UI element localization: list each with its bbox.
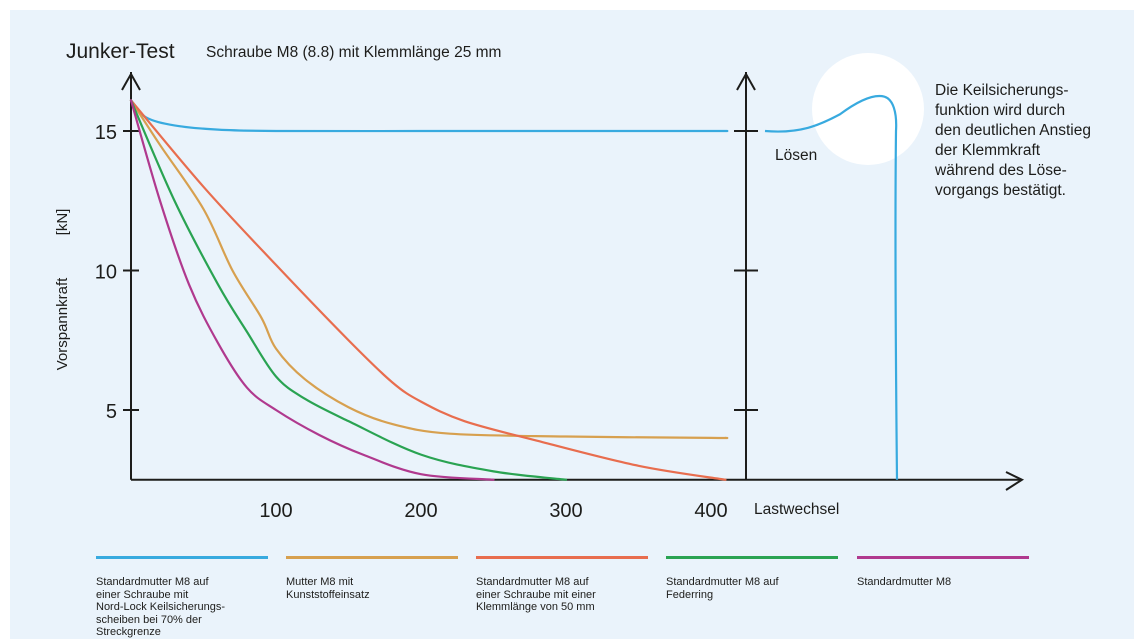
series-kunststoff-line [129, 99, 729, 440]
annotation-note-line: der Klemmkraft [935, 142, 1041, 159]
legend-label-line: einer Schraube mit [96, 588, 189, 601]
y-axis-arrow [121, 71, 141, 91]
y-axis-label-unit: [kN] [54, 209, 71, 236]
series-standard-line [129, 99, 495, 481]
chart-panel: 5 10 15 100 200 300 400 Junker-Test Schraube M… [10, 10, 1134, 639]
y-tick-label: 10 [95, 262, 117, 284]
legend-swatch [666, 556, 838, 559]
x-tick-label: 200 [404, 500, 437, 522]
annotation-note-line: vorgangs bestätigt. [935, 182, 1066, 199]
legend-label-line: Standardmutter M8 auf [96, 576, 209, 588]
legend-item-kunststoff: Mutter M8 mit Kunststoffeinsatz [286, 556, 458, 601]
series-federring-line [129, 99, 568, 481]
series-lines [129, 99, 729, 481]
chart-text: Junker-Test Schraube M8 (8.8) mit Klemml… [54, 40, 839, 518]
loosen-label: Lösen [775, 147, 817, 164]
legend-label-line: Standardmutter M8 auf [666, 576, 779, 588]
legend-label: Standardmutter M8 auf Federring [666, 576, 838, 601]
legend-swatch [96, 556, 268, 559]
legend-swatch [476, 556, 648, 559]
loosening-detail [764, 53, 924, 480]
legend-label-line: Nord-Lock Keilsicherungs- [96, 601, 225, 613]
legend-label-line: Standardmutter M8 auf [476, 576, 589, 588]
annotation-note-line: während des Löse- [935, 162, 1067, 179]
legend-swatch [286, 556, 458, 559]
legend-item-klemmlaenge-50: Standardmutter M8 auf einer Schraube mit… [476, 556, 648, 614]
legend-item-standard: Standardmutter M8 [857, 556, 1029, 589]
secondary-axis-arrow [736, 71, 756, 91]
chart-subtitle: Schraube M8 (8.8) mit Klemmlänge 25 mm [206, 44, 501, 61]
annotation-note-line: den deutlichen Anstieg [935, 122, 1091, 139]
legend-label: Standardmutter M8 [857, 576, 1029, 589]
annotation-note-line: Die Keilsicherungs- [935, 82, 1069, 99]
legend-item-nord-lock: Standardmutter M8 auf einer Schraube mit… [96, 556, 268, 639]
legend-swatch [857, 556, 1029, 559]
x-tick-label: 300 [549, 500, 582, 522]
axes [121, 71, 1025, 491]
junker-test-chart: 5 10 15 100 200 300 400 Junker-Test Schraube M… [54, 40, 1025, 522]
legend-label-line: scheiben bei 70% der [96, 613, 202, 626]
legend-item-federring: Standardmutter M8 auf Federring [666, 556, 838, 601]
legend-label: Standardmutter M8 auf einer Schraube mit… [96, 576, 268, 639]
ticks: 5 10 15 100 200 300 400 [95, 122, 758, 522]
x-tick-label: 100 [259, 500, 292, 522]
y-tick-label: 5 [106, 401, 117, 423]
legend-label: Standardmutter M8 auf einer Schraube mit… [476, 576, 648, 614]
series-nord-lock-line [129, 99, 729, 133]
legend-label-line: Federring [666, 588, 714, 601]
loosening-curve [764, 94, 899, 480]
y-axis-label: Vorspannkraft [kN] [54, 209, 71, 371]
legend-label-line: einer Schraube mit einer [476, 588, 596, 601]
legend-label-line: Standardmutter M8 [857, 576, 952, 588]
y-axis-label-name: Vorspannkraft [54, 277, 71, 370]
highlight-circle [812, 53, 924, 165]
legend-label-line: Klemmlänge von 50 mm [476, 601, 595, 613]
x-axis-label: Lastwechsel [754, 501, 839, 518]
x-tick-label: 400 [694, 500, 727, 522]
legend-label-line: Kunststoffeinsatz [286, 588, 370, 601]
legend-label-line: Streckgrenze [96, 626, 161, 638]
chart-title: Junker-Test [66, 40, 175, 63]
legend-label: Mutter M8 mit Kunststoffeinsatz [286, 576, 458, 601]
legend-label-line: Mutter M8 mit [286, 576, 354, 588]
y-tick-label: 15 [95, 122, 117, 144]
series-klemmlaenge-50-line [129, 99, 727, 481]
x-axis-arrow [1005, 471, 1025, 491]
annotation-note-line: funktion wird durch [935, 102, 1066, 119]
